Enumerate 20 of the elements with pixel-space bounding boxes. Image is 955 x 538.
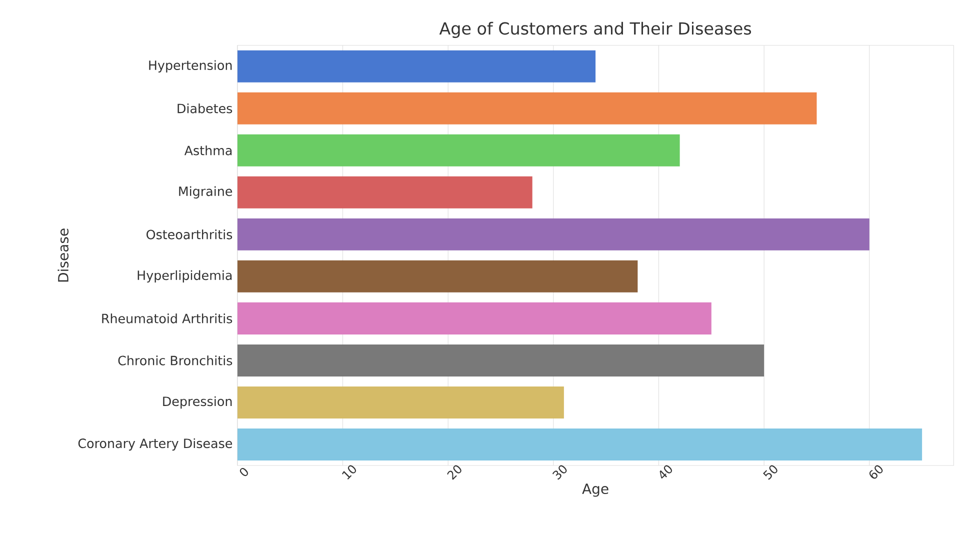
x-tick-label: 30 [552, 466, 567, 480]
y-tick-label: Diabetes [178, 104, 232, 114]
x-tick-label: 60 [869, 466, 883, 479]
y-tick-label: Rheumatoid Arthritis [102, 314, 232, 324]
x-tick-label: 0 [240, 468, 248, 476]
y-tick-label: Depression [163, 396, 232, 409]
y-tick-label: Osteoarthritis [146, 230, 232, 240]
y-axis-title: Disease [58, 228, 69, 282]
y-tick-label: Migraine [179, 186, 232, 199]
x-tick-label: 20 [447, 466, 462, 480]
y-tick-label: Hyperlipidemia [138, 270, 232, 283]
x-tick-label: 10 [342, 466, 356, 480]
y-tick-label: Coronary Artery Disease [78, 438, 232, 451]
y-tick-label: Asthma [184, 146, 232, 156]
y-tick-label: Hypertension [149, 60, 232, 73]
y-tick-label: Chronic Bronchitis [118, 356, 232, 366]
x-axis-title: Age [582, 484, 608, 497]
x-tick-label: 50 [763, 466, 778, 480]
x-tick-label: 40 [660, 466, 672, 479]
chart-title: Age of Customers and Their Diseases [439, 22, 752, 38]
